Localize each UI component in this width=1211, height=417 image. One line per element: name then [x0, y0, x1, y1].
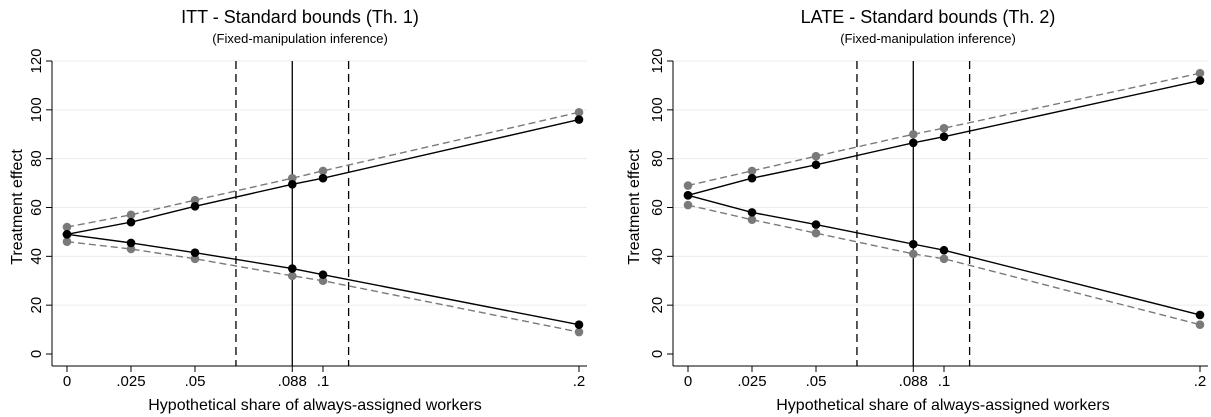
data-point — [747, 208, 757, 217]
x-tick-label: .1 — [938, 373, 951, 390]
data-point — [811, 220, 821, 229]
data-point — [1195, 68, 1205, 78]
y-axis-label: Treatment effect — [626, 149, 643, 265]
y-tick-label: 80 — [28, 150, 45, 167]
x-tick-label: .2 — [573, 373, 586, 390]
data-point — [126, 210, 136, 220]
plot-area: 0 20 40 60 80 100 120 0 .025 .05 .088 .1 .2 — [28, 48, 587, 390]
data-point — [683, 181, 693, 190]
x-tick-label: 0 — [684, 373, 692, 390]
chart-title: ITT - Standard bounds (Th. 1) — [181, 7, 419, 27]
data-point — [574, 107, 584, 117]
y-tick-label: 80 — [649, 150, 666, 167]
data-point — [190, 248, 200, 257]
x-tick-label: .088 — [278, 373, 307, 390]
data-point — [287, 173, 297, 183]
y-tick-label: 20 — [28, 297, 45, 314]
data-point — [811, 151, 821, 161]
x-tick-label: .1 — [317, 373, 330, 390]
data-point — [190, 195, 200, 205]
data-point — [287, 180, 297, 189]
series-line — [687, 194, 1201, 316]
y-tick-label: 0 — [649, 350, 666, 358]
x-tick-label: .05 — [185, 373, 206, 390]
data-point — [318, 276, 328, 286]
data-point — [62, 230, 72, 239]
data-point — [1195, 310, 1205, 320]
data-point — [574, 320, 584, 330]
data-point — [747, 166, 757, 176]
data-point — [190, 201, 200, 211]
y-tick-label: 20 — [649, 297, 666, 314]
data-point — [939, 123, 949, 133]
data-point — [1195, 320, 1205, 330]
data-point — [318, 166, 328, 176]
data-point — [939, 254, 949, 264]
data-point — [62, 237, 72, 246]
data-point — [683, 200, 693, 210]
x-tick-label: .05 — [806, 373, 827, 390]
data-point — [747, 173, 757, 183]
data-point — [287, 271, 297, 281]
y-tick-label: 40 — [28, 248, 45, 265]
y-tick-label: 40 — [649, 248, 666, 265]
x-axis-label: Hypothetical share of always-assigned wo… — [148, 397, 481, 414]
data-point — [126, 217, 136, 227]
x-tick-label: .2 — [1194, 373, 1207, 390]
series-line — [687, 204, 1201, 326]
itt-chart-panel: ITT - Standard bounds (Th. 1) (Fixed-man… — [9, 7, 587, 414]
y-tick-label: 120 — [649, 48, 666, 73]
late-chart-panel: LATE - Standard bounds (Th. 2) (Fixed-ma… — [626, 7, 1208, 414]
x-axis-label: Hypothetical share of always-assigned wo… — [776, 397, 1109, 414]
data-point — [126, 244, 136, 254]
chart-subtitle: (Fixed-manipulation inference) — [212, 31, 388, 46]
data-point — [939, 132, 949, 141]
y-tick-label: 120 — [28, 48, 45, 73]
series-line — [687, 72, 1201, 187]
y-tick-label: 60 — [28, 199, 45, 216]
data-point — [908, 129, 918, 139]
data-point — [683, 190, 693, 200]
data-point — [747, 215, 757, 225]
data-point — [574, 327, 584, 337]
series-line — [66, 118, 580, 236]
series-line — [66, 111, 580, 228]
data-point — [908, 138, 918, 148]
data-point — [939, 245, 949, 255]
data-point — [318, 173, 328, 183]
data-point — [1195, 76, 1205, 85]
x-tick-label: 0 — [63, 373, 71, 390]
x-tick-label: .088 — [899, 373, 928, 390]
data-point — [126, 238, 136, 248]
data-point — [318, 270, 328, 279]
data-point — [908, 239, 918, 249]
chart-title: LATE - Standard bounds (Th. 2) — [801, 7, 1056, 27]
chart-subtitle: (Fixed-manipulation inference) — [840, 31, 1016, 46]
series-line — [66, 240, 580, 333]
series-line — [687, 79, 1201, 196]
data-point — [908, 249, 918, 259]
data-point — [190, 254, 200, 264]
x-tick-label: .025 — [116, 373, 145, 390]
data-point — [287, 264, 297, 273]
data-point — [811, 160, 821, 170]
plot-area: 0 20 40 60 80 100 120 0 .025 .05 .088 .1 .2 — [649, 48, 1208, 390]
y-tick-label: 0 — [28, 350, 45, 358]
x-tick-label: .025 — [737, 373, 766, 390]
y-tick-label: 60 — [649, 199, 666, 216]
y-tick-label: 100 — [28, 97, 45, 122]
data-point — [811, 228, 821, 238]
data-point — [62, 222, 72, 232]
data-point — [574, 115, 584, 124]
series-line — [66, 233, 580, 326]
y-axis-label: Treatment effect — [9, 149, 26, 265]
y-tick-label: 100 — [649, 97, 666, 122]
